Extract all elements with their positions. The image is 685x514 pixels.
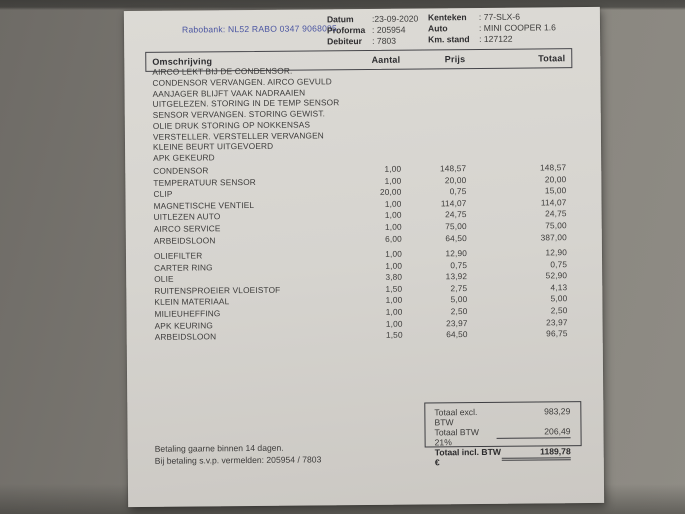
- invoice-meta-block: Datum :23-09-2020 Proforma : 205954 Debite…: [327, 14, 419, 48]
- item-total: 387,00: [540, 231, 567, 243]
- header-price: Prijs: [444, 54, 466, 65]
- work-description-line: APK GEKEURD: [153, 152, 215, 163]
- item-price: 24,75: [445, 209, 467, 220]
- item-price: 20,00: [444, 174, 467, 185]
- item-price: 5,00: [450, 294, 468, 305]
- item-price: 64,50: [445, 232, 467, 243]
- meta-row-datum: Datum :23-09-2020: [327, 14, 418, 26]
- item-quantity: 1,50: [385, 329, 403, 340]
- item-quantity: 1,00: [384, 198, 402, 209]
- item-total: 24,75: [545, 208, 567, 219]
- item-price: 12,90: [445, 248, 468, 259]
- meta-value: : 7803: [372, 35, 397, 46]
- meta-label: Debiteur: [327, 36, 363, 47]
- item-quantity: 3,80: [385, 271, 403, 283]
- total-label: Totaal BTW 21%: [434, 427, 479, 448]
- item-price: 23,97: [446, 317, 468, 328]
- item-quantity: 1,00: [385, 318, 403, 329]
- item-quantity: 20,00: [379, 186, 402, 198]
- payment-reference-line: Bij betaling s.v.p. vermelden: 205954 / …: [154, 453, 322, 466]
- item-total: 2,50: [550, 305, 568, 316]
- total-value: 1189,78: [501, 446, 571, 461]
- item-total: 148,57: [539, 162, 567, 173]
- line-items-group-1: CONDENSOR 1,00 148,57 148,57 TEMPERATUUR…: [153, 162, 567, 247]
- meta-label: Km. stand: [428, 34, 470, 45]
- line-items-group-2: OLIEFILTER 1,00 12,90 12,90 CARTER RING …: [154, 247, 568, 343]
- total-value: 983,29: [544, 406, 571, 417]
- meta-row-auto: Auto : MINI COOPER 1.6: [428, 22, 556, 34]
- item-total: 75,00: [545, 220, 567, 231]
- item-total: 15,00: [544, 185, 567, 196]
- invoice-paper: Rabobank: NL52 RABO 0347 9068085 Datum :2…: [123, 6, 605, 508]
- item-quantity: 6,00: [385, 233, 402, 244]
- meta-value: : 205954: [371, 24, 406, 35]
- work-description-block: AIRCO LEKT BIJ DE CONDENSOR. CONDENSOR V…: [152, 65, 340, 163]
- item-total: 12,90: [545, 247, 568, 258]
- item-price: 114,07: [440, 197, 467, 209]
- item-total: 23,97: [546, 316, 568, 327]
- meta-value: : 77-SLX-6: [478, 11, 521, 22]
- item-total: 0,75: [550, 258, 568, 269]
- work-description-line: VERSTELLER. VERSTELLER VERVANGEN: [152, 129, 324, 142]
- meta-value: :23-09-2020: [371, 13, 419, 24]
- item-price: 0,75: [450, 259, 468, 270]
- meta-row-kmstand: Km. stand : 127122: [428, 33, 556, 45]
- item-description: ARBEIDSLOON: [153, 234, 216, 246]
- total-label: Totaal incl. BTW €: [434, 446, 501, 468]
- item-price: 75,00: [445, 221, 467, 232]
- totals-box: Totaal excl. BTW 983,29 Totaal BTW 21% 2…: [424, 401, 582, 467]
- meta-label: Kenteken: [427, 12, 467, 23]
- item-total: 114,07: [540, 197, 567, 208]
- total-incl-btw-row: Totaal incl. BTW € 1189,78: [435, 446, 571, 467]
- item-quantity: 1,00: [385, 248, 403, 259]
- item-total: 20,00: [544, 173, 567, 185]
- item-quantity: 1,00: [384, 210, 402, 221]
- item-quantity: 1,00: [385, 260, 403, 271]
- item-quantity: 1,00: [384, 221, 402, 232]
- meta-value: : MINI COOPER 1.6: [478, 22, 556, 33]
- item-total: 52,90: [545, 270, 568, 281]
- item-quantity: 1,00: [384, 163, 402, 174]
- header-quantity: Aantal: [371, 54, 401, 65]
- item-price: 64,50: [446, 329, 468, 340]
- item-quantity: 1,00: [384, 175, 402, 186]
- item-description: ARBEIDSLOON: [154, 331, 217, 342]
- item-price: 13,92: [445, 271, 468, 282]
- table-row: ARBEIDSLOON 6,00 64,50 387,00: [154, 232, 567, 247]
- payment-terms-block: Betaling gaarne binnen 14 dagen. Bij bet…: [155, 442, 322, 466]
- total-excl-btw-row: Totaal excl. BTW 983,29: [434, 406, 570, 427]
- item-total: 4,13: [550, 282, 568, 293]
- item-quantity: 1,00: [385, 306, 403, 317]
- total-value: 206,49: [496, 426, 571, 439]
- meta-label: Auto: [427, 23, 448, 34]
- work-description-line: SENSOR VERVANGEN. STORING GEWIST.: [152, 108, 326, 120]
- meta-row-proforma: Proforma : 205954: [327, 25, 418, 37]
- header-total: Totaal: [538, 53, 566, 64]
- item-price: 0,75: [449, 186, 467, 197]
- item-price: 2,75: [450, 282, 468, 294]
- table-row: ARBEIDSLOON 1,50 64,50 96,75: [155, 328, 568, 343]
- item-quantity: 1,00: [385, 295, 403, 306]
- item-total: 96,75: [546, 328, 568, 339]
- item-price: 148,57: [439, 163, 467, 174]
- meta-value: : 127122: [479, 33, 513, 44]
- meta-label: Datum: [326, 14, 354, 25]
- item-total: 5,00: [550, 293, 568, 304]
- item-quantity: 1,50: [385, 283, 403, 294]
- vehicle-meta-block: Kenteken : 77-SLX-6 Auto : MINI COOPER 1.6…: [428, 11, 556, 45]
- total-btw-row: Totaal BTW 21% 206,49: [434, 426, 571, 448]
- item-price: 2,50: [450, 306, 468, 317]
- meta-row-debiteur: Debiteur : 7803: [327, 36, 418, 48]
- meta-label: Proforma: [326, 24, 366, 36]
- work-description-line: CONDENSOR VERVANGEN. AIRCO GEVULD: [152, 76, 332, 88]
- total-label: Totaal excl. BTW: [434, 407, 478, 428]
- bank-account-line: Rabobank: NL52 RABO 0347 9068085: [181, 23, 338, 35]
